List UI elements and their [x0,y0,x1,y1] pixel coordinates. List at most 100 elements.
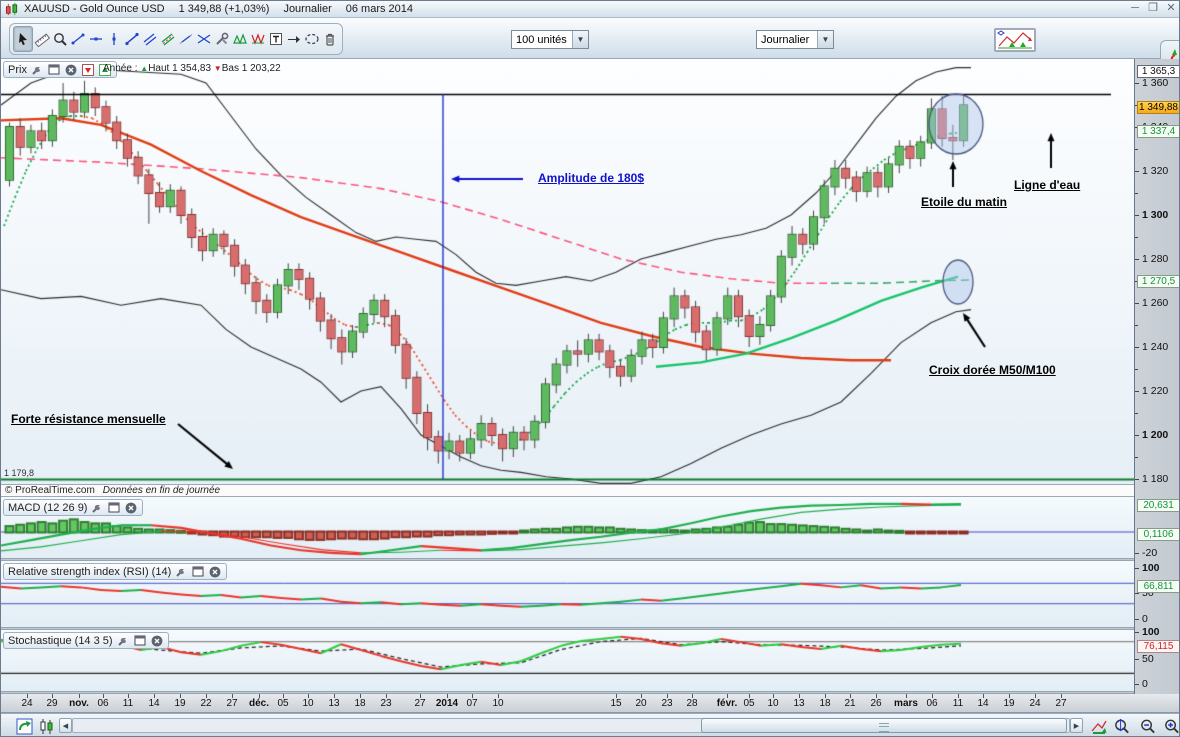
zoom-in-icon[interactable] [1163,717,1179,735]
ruler-tool-icon[interactable] [33,27,51,51]
wrench-icon[interactable] [30,63,44,76]
segment-tool-icon[interactable] [69,27,87,51]
zoom-tool-icon[interactable] [51,27,69,51]
axis-tick [1135,632,1139,633]
wrench-icon[interactable] [90,501,104,514]
axis-tick [1135,568,1139,569]
units-dropdown-value: 100 unités [516,33,567,46]
close-icon[interactable]: ✕ [1166,2,1176,14]
time-label: nov. [69,698,89,709]
trash-tool-icon[interactable] [321,27,339,51]
horizontal-segment-tool-icon[interactable] [87,27,105,51]
time-label: 26 [870,698,882,709]
time-scrollbar-thumb[interactable] [701,718,1067,733]
units-dropdown[interactable]: 100 unités ▼ [511,30,589,49]
time-label: mars [894,698,918,709]
axis-tick [1135,149,1138,150]
time-label: déc. [248,698,270,709]
time-label: 23 [661,698,673,709]
parallel-lines-tool-icon[interactable] [141,27,159,51]
window-icon[interactable] [133,634,147,647]
short-line-tool-icon[interactable] [177,27,195,51]
axis-label: 1 360 [1142,77,1169,89]
time-axis[interactable]: 24 29 nov. 06 11 14 19 22 27 déc. 05 10 13 18 23 27 2014… [1,694,1179,713]
restore-icon[interactable]: ❐ [1148,2,1158,14]
arrow-tool-tool-icon[interactable] [285,27,303,51]
window-title: XAUUSD - Gold Ounce USD [24,3,165,15]
time-tick [472,694,473,698]
time-tick [79,694,80,698]
time-label: 13 [793,698,805,709]
default-view-icon[interactable] [15,717,33,735]
time-tick [154,694,155,698]
chevron-down-icon[interactable]: ▼ [572,31,588,48]
time-label: 19 [174,698,186,709]
axis-tick [1135,105,1138,106]
macd-label: MACD (12 26 9) [8,501,88,514]
pattern-bearish-tool-icon[interactable] [249,27,267,51]
period-dropdown[interactable]: Journalier ▼ [756,30,834,49]
chart-canvas[interactable] [1,59,1134,694]
scroll-right-button[interactable]: ▶ [1070,718,1083,733]
window-icon[interactable] [47,63,61,76]
crossed-lines-tool-icon[interactable] [195,27,213,51]
axis-label: -20 [1142,547,1158,559]
channel-tool-icon[interactable] [159,27,177,51]
time-tick [128,694,129,698]
price-up-marker-icon[interactable] [98,63,112,76]
time-label: 27 [414,698,426,709]
time-label: 11 [122,698,134,709]
chart-display-button[interactable] [994,28,1036,52]
time-label: 23 [380,698,392,709]
pattern-bullish-tool-icon[interactable] [231,27,249,51]
time-tick [52,694,53,698]
time-label: 10 [492,698,504,709]
time-label: 19 [1003,698,1015,709]
close-icon[interactable] [208,565,222,578]
candle-style-icon[interactable] [37,717,55,735]
cursor-tool-icon[interactable] [13,26,33,52]
trend-line-tool-icon[interactable] [123,27,141,51]
chevron-down-icon[interactable]: ▼ [817,31,833,48]
axis-tick [1135,347,1139,348]
panel-separator[interactable] [1,558,1134,561]
axis-tick [1135,215,1139,216]
minimize-icon[interactable]: ─ [1131,2,1139,14]
window-icon[interactable] [107,501,121,514]
macd-header: MACD (12 26 9) [3,499,144,516]
zoom-fit-icon[interactable] [1113,717,1131,735]
period-dropdown-value: Journalier [761,33,810,46]
axis-tick [1135,457,1138,458]
scroll-left-button[interactable]: ◀ [59,718,72,733]
close-icon[interactable] [124,501,138,514]
time-tick [1061,694,1062,698]
settings-tools-tool-icon[interactable] [213,27,231,51]
low-arrow-icon: ▼ [213,64,222,73]
panel-separator[interactable] [1,627,1134,630]
time-label: 11 [952,698,964,709]
lasso-tool-icon[interactable] [303,27,321,51]
time-label: 06 [926,698,938,709]
panel-separator[interactable] [1,691,1134,694]
time-label: 10 [767,698,779,709]
time-tick [727,694,728,698]
axis-label: 0 [1142,678,1148,690]
wrench-icon[interactable] [116,634,130,647]
price-down-marker-icon[interactable] [81,63,95,76]
window-icon[interactable] [191,565,205,578]
axis-tick [1135,171,1139,172]
axis-label: 50 [1142,653,1154,665]
zoom-out-icon[interactable] [1139,717,1157,735]
close-icon[interactable] [150,634,164,647]
auto-scale-icon[interactable] [1089,717,1107,735]
time-label: 14 [148,698,160,709]
time-tick [447,694,448,698]
axis-label: 1 280 [1142,253,1169,265]
wrench-icon[interactable] [174,565,188,578]
close-icon[interactable] [64,63,78,76]
vertical-line-tool-icon[interactable] [105,27,123,51]
text-tool-tool-icon[interactable] [267,27,285,51]
indicator-value-box: 76,115 [1137,639,1179,653]
time-tick [850,694,851,698]
